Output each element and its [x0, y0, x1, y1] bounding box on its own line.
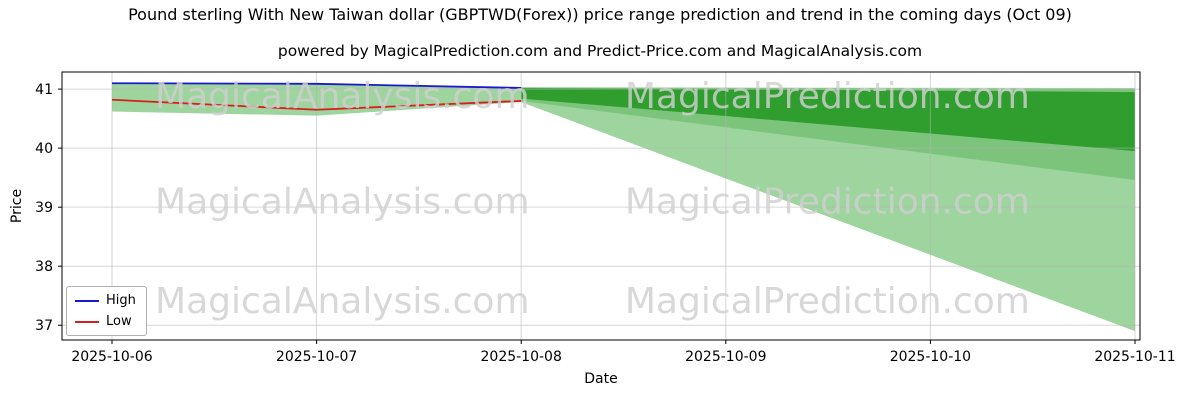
watermark-text: MagicalAnalysis.com	[155, 281, 529, 322]
x-tick-label: 2025-10-10	[890, 349, 971, 365]
forecast-band-2	[521, 87, 1135, 152]
legend-label-low: Low	[106, 314, 132, 329]
legend: High Low	[66, 286, 147, 336]
series-line-low	[111, 98, 522, 111]
legend-item-high: High	[75, 293, 136, 308]
y-tick-label: 40	[35, 141, 53, 157]
x-tick-label: 2025-10-06	[71, 349, 152, 365]
watermark-text: MagicalPrediction.com	[625, 76, 1030, 117]
legend-line-low-icon	[75, 320, 99, 323]
x-tick-label: 2025-10-08	[481, 349, 562, 365]
chart-title: Pound sterling With New Taiwan dollar (G…	[128, 5, 1072, 24]
y-tick-label: 38	[35, 259, 53, 275]
legend-line-high-icon	[75, 299, 99, 302]
y-axis-label: Price	[9, 188, 25, 224]
watermark-text: MagicalPrediction.com	[625, 281, 1030, 322]
legend-item-low: Low	[75, 314, 136, 329]
watermark-text: MagicalAnalysis.com	[155, 76, 529, 117]
x-tick-label: 2025-10-09	[685, 349, 766, 365]
y-tick-label: 41	[35, 82, 53, 98]
watermark-text: MagicalAnalysis.com	[155, 182, 529, 223]
x-tick-label: 2025-10-07	[276, 349, 357, 365]
chart-subtitle: powered by MagicalPrediction.com and Pre…	[277, 42, 923, 60]
y-tick-label: 37	[35, 318, 53, 334]
plot-border	[61, 71, 1141, 341]
x-axis-label: Date	[584, 371, 618, 387]
watermark-text: MagicalPrediction.com	[625, 182, 1030, 223]
y-tick-label: 39	[35, 200, 53, 216]
series-line-high	[111, 82, 522, 89]
x-tick-label: 2025-10-11	[1094, 349, 1175, 365]
legend-label-high: High	[106, 293, 136, 308]
